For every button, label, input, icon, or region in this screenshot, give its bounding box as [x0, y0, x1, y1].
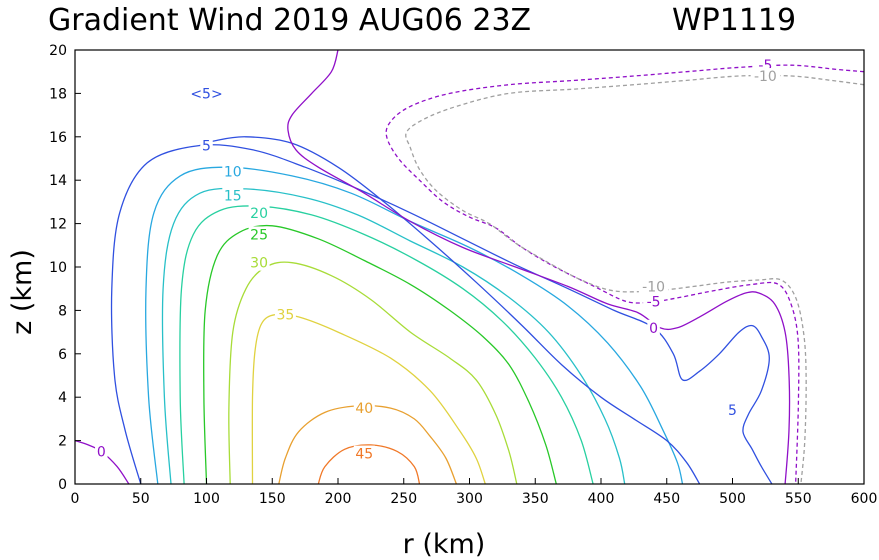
- y-tick-label: 8: [58, 303, 67, 319]
- x-tick-label: 400: [588, 491, 615, 507]
- contour-lines: [74, 49, 865, 485]
- x-tick-label: 50: [132, 491, 150, 507]
- contour-label: 40: [355, 401, 373, 417]
- contour-15: [161, 187, 626, 485]
- contour-label: <5>: [190, 86, 222, 102]
- x-tick-label: 0: [71, 491, 80, 507]
- contour-30: [228, 261, 518, 485]
- contour-label-bg: [95, 443, 108, 460]
- y-tick-label: 2: [58, 434, 67, 450]
- y-tick-label: 20: [49, 43, 67, 59]
- contour-label-bg: [222, 163, 244, 180]
- contour-label-bg: [353, 445, 375, 462]
- contour-label: 35: [276, 308, 294, 324]
- contour-label-bg: [248, 226, 270, 243]
- y-tick-label: 4: [58, 390, 67, 406]
- y-axis-label: z (km): [7, 249, 38, 335]
- contour-neg10: [405, 74, 865, 485]
- chart-case-id: WP1119: [672, 3, 796, 38]
- x-tick-label: 300: [456, 491, 483, 507]
- contour-25: [202, 224, 557, 485]
- x-axis-ticks: 0 50 100 150 200 250 300 350 400 450 500 550 600: [71, 478, 878, 507]
- y-tick-label: 6: [58, 347, 67, 363]
- contour-label: 5: [202, 138, 211, 154]
- contour-label: 45: [355, 447, 373, 463]
- contour-label-bg: [200, 137, 213, 154]
- x-tick-label: 100: [193, 491, 220, 507]
- contour-0: [287, 49, 791, 485]
- contour-neg5: [385, 64, 865, 485]
- x-tick-label: 150: [259, 491, 286, 507]
- contour-label: 15: [224, 188, 242, 204]
- x-tick-label: 600: [851, 491, 878, 507]
- x-tick-label: 350: [522, 491, 549, 507]
- x-tick-label: 250: [390, 491, 417, 507]
- contour-label: -10: [754, 69, 777, 85]
- contour-35: [251, 313, 486, 485]
- y-tick-label: 12: [49, 217, 67, 233]
- contour-5: [199, 136, 701, 485]
- x-tick-label: 550: [785, 491, 812, 507]
- contour-label-bg: [274, 306, 296, 323]
- contour-label-bg: [638, 278, 669, 295]
- contour-label-bg: [248, 254, 270, 271]
- contour-label: 0: [649, 321, 658, 337]
- contour-45: [317, 444, 421, 485]
- x-tick-label: 200: [325, 491, 352, 507]
- y-tick-label: 14: [49, 173, 67, 189]
- contour-label-bg: [222, 187, 244, 204]
- x-tick-label: 500: [719, 491, 746, 507]
- contour-label: 0: [97, 444, 106, 460]
- x-axis-label: r (km): [403, 529, 486, 560]
- y-axis-ticks: 0 2 4 6 8 10 12 14 16 18 20: [49, 43, 81, 493]
- y-tick-label: 16: [49, 130, 67, 146]
- contour-label: -10: [642, 280, 665, 296]
- y-tick-label: 18: [49, 86, 67, 102]
- contour-label-bg: [248, 204, 270, 221]
- contour-label-bg: [643, 293, 665, 310]
- contour-label: 25: [250, 227, 268, 243]
- y-tick-label: 0: [58, 477, 67, 493]
- contour-label: 30: [250, 256, 268, 272]
- contour-label-bg: [647, 319, 660, 336]
- contour-5: [110, 144, 773, 485]
- contour-label: 20: [250, 206, 268, 222]
- contour-label: 5: [728, 403, 737, 419]
- chart-title: Gradient Wind 2019 AUG06 23Z: [48, 3, 531, 38]
- contour-20: [179, 205, 594, 485]
- contour-10: [145, 166, 684, 485]
- contour-label: 10: [224, 165, 242, 181]
- y-tick-label: 10: [49, 260, 67, 276]
- contour-label-bg: [750, 68, 781, 85]
- contour-label: -5: [647, 295, 661, 311]
- contour-label-bg: [353, 400, 375, 417]
- contour-label-bg: [726, 402, 739, 419]
- contour-label-bg: [191, 85, 222, 102]
- x-tick-label: 450: [653, 491, 680, 507]
